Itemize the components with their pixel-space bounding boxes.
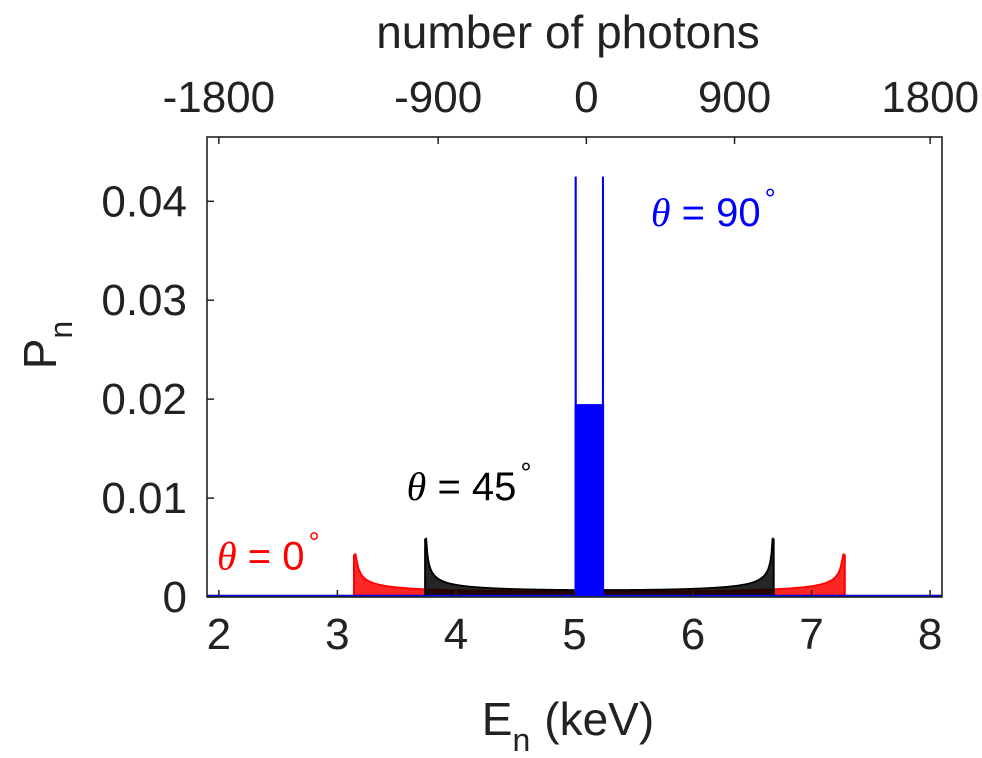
x-axis-title-main: E (482, 693, 513, 745)
x-axis-title-unit: (keV) (544, 693, 654, 745)
y-axis-title-main: P (14, 339, 66, 370)
x-axis-title-sub: n (512, 722, 530, 758)
degree-symbol: ° (765, 183, 776, 214)
equals-sign: = (237, 534, 283, 578)
series-label-0: θ = 0 ° (217, 526, 320, 578)
theta-symbol: θ (217, 533, 237, 578)
top-tick-label: 900 (698, 73, 771, 122)
y-tick-label: 0.01 (101, 474, 187, 523)
y-tick-label: 0.02 (101, 375, 187, 424)
degree-symbol: ° (309, 526, 320, 557)
angle-value: 90 (716, 191, 761, 235)
x-tick-label: 8 (918, 610, 942, 659)
series-1-body (425, 538, 774, 597)
top-tick-label: 0 (574, 73, 598, 122)
y-tick-label: 0 (163, 573, 187, 622)
series-label-1: θ = 45 ° (407, 457, 532, 509)
series-0-body (354, 554, 845, 597)
theta-symbol: θ (407, 464, 427, 509)
series-labels: θ = 0 °θ = 45 °θ = 90 ° (217, 183, 776, 578)
y-axis-title-sub: n (43, 321, 79, 339)
equals-sign: = (426, 465, 472, 509)
theta-symbol: θ (651, 190, 671, 235)
top-axis-title: number of photons (376, 6, 760, 58)
top-tick-label: 1800 (881, 73, 979, 122)
angle-value: 45 (472, 465, 517, 509)
degree-symbol: ° (520, 457, 531, 488)
y-tick-label: 0.03 (101, 276, 187, 325)
equals-sign: = (671, 191, 717, 235)
x-axis-title: En (keV) (482, 693, 654, 758)
angle-value: 0 (282, 534, 304, 578)
x-tick-label: 6 (681, 610, 705, 659)
x-tick-label: 3 (325, 610, 349, 659)
y-axis-title: Pn (14, 321, 79, 369)
x-tick-label: 4 (444, 610, 468, 659)
series-label-2: θ = 90 ° (651, 183, 776, 235)
ticks-layer: 2 3 4 5 6 7 800.010.020.030.04-1800 -900 0 900 180… (101, 73, 979, 659)
series-2-band (574, 404, 605, 597)
x-tick-label: 5 (562, 610, 586, 659)
x-tick-label: 2 (207, 610, 231, 659)
top-tick-label: -1800 (163, 73, 276, 122)
y-tick-label: 0.04 (101, 177, 187, 226)
top-tick-label: -900 (394, 73, 482, 122)
x-tick-label: 7 (799, 610, 823, 659)
